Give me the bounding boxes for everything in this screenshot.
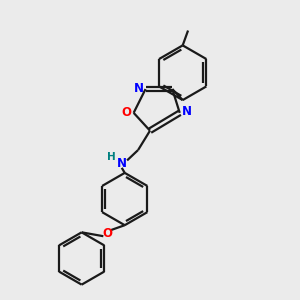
Text: N: N xyxy=(182,106,192,118)
Text: N: N xyxy=(134,82,144,95)
Text: O: O xyxy=(102,227,112,240)
Text: N: N xyxy=(117,157,127,170)
Text: O: O xyxy=(122,106,132,119)
Text: H: H xyxy=(107,152,116,162)
